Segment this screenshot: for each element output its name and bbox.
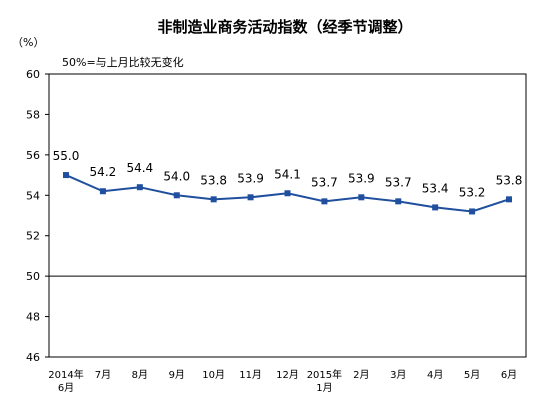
x-tick-label: 9月 bbox=[169, 369, 185, 381]
data-label: 53.7 bbox=[385, 175, 412, 189]
data-label: 53.4 bbox=[422, 181, 449, 195]
x-tick-label: 4月 bbox=[427, 369, 443, 381]
y-axis: 60 58 56 54 52 50 48 46 bbox=[26, 68, 49, 364]
y-axis-unit: （%） bbox=[12, 36, 44, 49]
y-tick-label: 46 bbox=[26, 351, 40, 364]
data-label: 53.8 bbox=[496, 173, 523, 187]
data-point bbox=[284, 190, 291, 197]
data-label: 54.0 bbox=[163, 169, 190, 183]
data-labels: 55.0 54.2 54.4 54.0 53.8 53.9 54.1 53.7 53.9 53.7… bbox=[53, 149, 523, 199]
series-points bbox=[63, 172, 512, 215]
data-point bbox=[63, 172, 69, 179]
x-tick-label: 3月 bbox=[390, 369, 406, 381]
y-tick-label: 50 bbox=[26, 270, 40, 283]
data-label: 53.9 bbox=[237, 171, 264, 185]
data-point bbox=[247, 194, 254, 201]
data-label: 53.8 bbox=[200, 173, 227, 187]
data-point bbox=[136, 184, 143, 191]
x-tick-label: 7月 bbox=[95, 369, 111, 381]
y-tick-label: 52 bbox=[26, 230, 40, 243]
x-tick-label: 5月 bbox=[464, 369, 480, 381]
x-tick-label: 2015年 1月 bbox=[307, 368, 342, 394]
y-tick-label: 60 bbox=[26, 68, 40, 81]
data-point bbox=[173, 192, 180, 199]
y-tick-label: 58 bbox=[26, 108, 40, 121]
y-tick-label: 48 bbox=[26, 311, 40, 324]
x-axis: 2014年 6月 7月 8月 9月 10月 11月 12月 2015年 1月 2月 3月 4月 5月 6月 bbox=[48, 368, 517, 394]
data-point bbox=[321, 198, 328, 205]
chart-title: 非制造业商务活动指数（经季节调整） bbox=[157, 18, 412, 36]
x-tick-label: 8月 bbox=[132, 369, 148, 381]
data-point bbox=[358, 194, 365, 201]
x-tick-label: 12月 bbox=[276, 369, 299, 381]
plot-area bbox=[48, 73, 527, 358]
data-point bbox=[210, 196, 217, 203]
x-tick-label: 11月 bbox=[239, 369, 262, 381]
data-point bbox=[432, 204, 439, 211]
data-label: 53.7 bbox=[311, 175, 338, 189]
y-tick-label: 54 bbox=[26, 189, 40, 202]
data-label: 53.2 bbox=[459, 185, 486, 199]
data-label: 54.2 bbox=[90, 165, 117, 179]
x-tick-label: 2月 bbox=[353, 369, 369, 381]
y-tick-label: 56 bbox=[26, 149, 40, 162]
data-label: 54.1 bbox=[274, 167, 301, 181]
data-label: 55.0 bbox=[53, 149, 80, 163]
x-tick-label: 2014年 6月 bbox=[48, 368, 83, 394]
data-label: 53.9 bbox=[348, 171, 375, 185]
data-point bbox=[469, 208, 476, 215]
data-label: 54.4 bbox=[126, 161, 153, 175]
x-tick-label: 6月 bbox=[501, 369, 517, 381]
chart-note: 50%=与上月比较无变化 bbox=[62, 55, 184, 69]
data-point bbox=[506, 196, 512, 203]
x-tick-label: 10月 bbox=[202, 369, 225, 381]
data-point bbox=[395, 198, 402, 205]
data-point bbox=[99, 188, 106, 195]
